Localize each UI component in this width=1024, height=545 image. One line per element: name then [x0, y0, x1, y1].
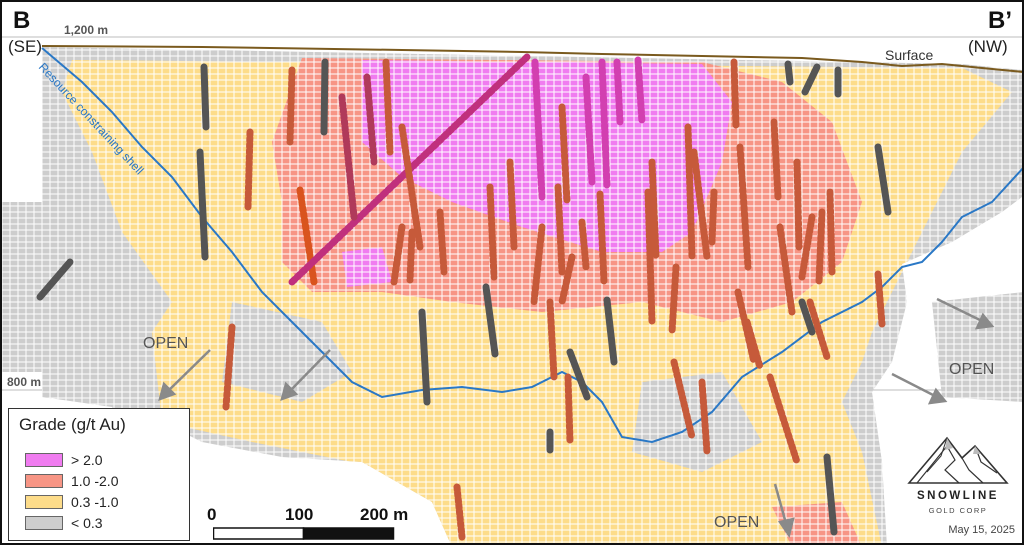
- scale-tick-100: 100: [285, 505, 314, 524]
- open-label-west: OPEN: [143, 335, 189, 352]
- legend-swatch: [25, 474, 63, 488]
- section-end-direction: (NW): [968, 37, 1008, 56]
- legend-item-waste: < 0.3: [25, 514, 103, 532]
- resource-shell-line: [41, 47, 1022, 444]
- scale-tick-0: 0: [207, 505, 217, 524]
- section-end-letter: B’: [988, 7, 1012, 34]
- logo-company-name: SNOWLINE: [917, 490, 999, 502]
- open-label-south: OPEN: [714, 514, 760, 531]
- company-logo: SNOWLINE GOLD CORP May 15, 2025: [897, 428, 1019, 543]
- section-start-letter: B: [13, 7, 31, 34]
- surface-label: Surface: [885, 47, 934, 63]
- legend-item-label: 1.0 -2.0: [71, 473, 119, 489]
- legend-title: Grade (g/t Au): [19, 415, 126, 434]
- open-arrows: [158, 297, 995, 538]
- scale-bar-graphic: [213, 527, 395, 540]
- legend-item-label: < 0.3: [71, 515, 103, 531]
- mountain-logo-icon: [907, 436, 1009, 484]
- scale-tick-200: 200 m: [360, 505, 409, 524]
- scale-bar: 0 100 200 m: [207, 502, 412, 543]
- legend-swatch: [25, 516, 63, 530]
- grade-legend: Grade (g/t Au) > 2.0 1.0 -2.0 0.3 -1.0 <…: [8, 408, 190, 541]
- legend-swatch: [25, 495, 63, 509]
- drillholes: [36, 53, 892, 541]
- legend-swatch: [25, 453, 63, 467]
- section-start-direction: (SE): [8, 37, 42, 56]
- figure-date: May 15, 2025: [948, 524, 1015, 536]
- legend-item-high: > 2.0: [25, 451, 103, 469]
- legend-item-mid: 1.0 -2.0: [25, 472, 118, 490]
- outlier-blocks: [2, 202, 1022, 402]
- legend-item-label: > 2.0: [71, 452, 103, 468]
- open-label-east: OPEN: [949, 361, 995, 378]
- topographic-surface-line: [41, 45, 1022, 73]
- elevation-label-top: 1,200 m: [64, 23, 109, 37]
- legend-item-label: 0.3 -1.0: [71, 494, 119, 510]
- logo-company-subtitle: GOLD CORP: [928, 506, 988, 515]
- legend-item-low: 0.3 -1.0: [25, 493, 118, 511]
- elevation-label-bottom: 800 m: [7, 375, 42, 389]
